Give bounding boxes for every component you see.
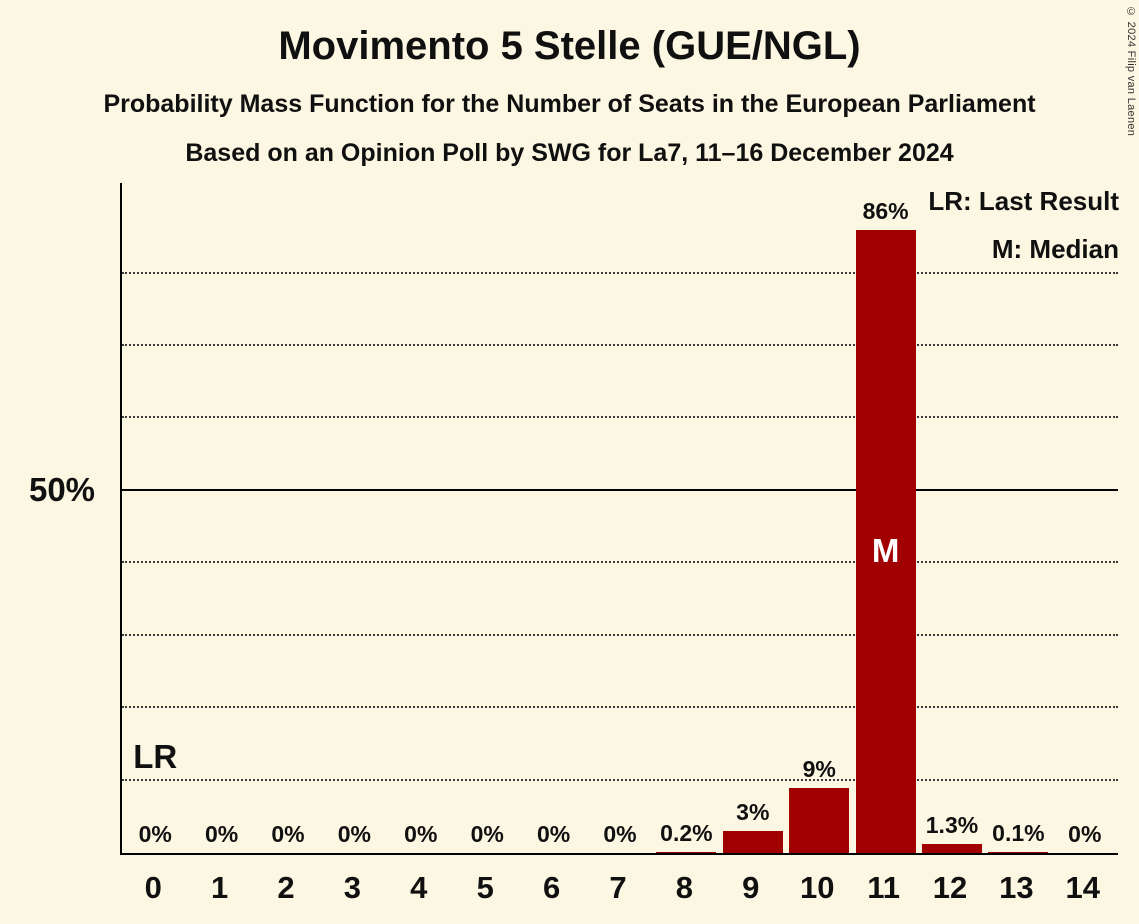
x-tick-3: 3 <box>343 870 361 905</box>
gridline-10pct <box>122 778 1118 781</box>
x-tick-10: 10 <box>799 870 835 905</box>
x-tick-7: 7 <box>609 870 627 905</box>
x-tick-0: 0 <box>144 870 162 905</box>
chart-subtitle: Probability Mass Function for the Number… <box>103 90 1036 118</box>
chart-title: Movimento 5 Stelle (GUE/NGL) <box>278 24 861 68</box>
gridline-30pct <box>122 633 1118 636</box>
bar-value-label-seats-13: 0.1% <box>992 820 1045 847</box>
gridline-20pct <box>122 706 1118 709</box>
legend-median: M: Median <box>991 234 1119 264</box>
gridline-80pct <box>122 271 1118 274</box>
bar-value-label-seats-6: 0% <box>536 821 571 847</box>
bar-seats-10 <box>789 787 850 853</box>
last-result-marker: LR <box>133 737 178 775</box>
bar-value-label-seats-12: 1.3% <box>925 811 979 838</box>
bar-value-label-seats-7: 0% <box>603 821 637 847</box>
bar-seats-13 <box>988 852 1049 853</box>
bar-value-label-seats-4: 0% <box>404 821 438 847</box>
x-tick-12: 12 <box>932 870 968 905</box>
gridline-50pct <box>122 488 1118 491</box>
x-tick-9: 9 <box>742 870 760 905</box>
bar-value-label-seats-3: 0% <box>337 821 371 847</box>
x-tick-1: 1 <box>210 870 229 905</box>
bar-value-label-seats-9: 3% <box>736 799 770 826</box>
bar-value-label-seats-11: 86% <box>862 198 909 225</box>
chart-subtitle-poll: Based on an Opinion Poll by SWG for La7,… <box>185 139 954 167</box>
y-axis-tick-50: 50% <box>28 471 96 508</box>
gridline-70pct <box>122 343 1118 346</box>
bar-seats-12 <box>922 843 982 853</box>
bar-value-label-seats-10: 9% <box>802 755 836 782</box>
x-tick-11: 11 <box>867 870 900 905</box>
plot-area: 0% 0% 0% 0% 0% 0% 0% 0% 0.2% 3% 9% 86% 1.3% 0.1% 0% M LR <box>120 183 1118 855</box>
x-tick-8: 8 <box>675 870 693 905</box>
bar-seats-11 <box>855 230 916 853</box>
x-tick-13: 13 <box>999 870 1034 905</box>
gridline-40pct <box>122 561 1118 564</box>
x-tick-2: 2 <box>277 870 295 905</box>
median-marker: M <box>871 532 900 569</box>
x-axis-labels: 0 1 2 3 4 5 6 7 8 9 10 11 12 13 14 <box>120 870 1116 914</box>
bar-value-label-seats-2: 0% <box>271 821 305 847</box>
x-tick-14: 14 <box>1065 870 1101 905</box>
gridline-60pct <box>122 416 1118 419</box>
legend-last-result: LR: Last Result <box>928 186 1119 216</box>
bar-value-label-seats-14: 0% <box>1068 821 1102 847</box>
x-tick-4: 4 <box>410 870 428 905</box>
x-tick-6: 6 <box>542 870 561 905</box>
bar-value-label-seats-1: 0% <box>204 821 239 847</box>
copyright-text: © 2024 Filip van Laenen <box>1125 6 1137 137</box>
bar-seats-8 <box>656 851 717 853</box>
bar-value-label-seats-8: 0.2% <box>660 819 713 846</box>
x-tick-5: 5 <box>476 870 494 905</box>
bar-value-label-seats-0: 0% <box>138 821 172 847</box>
bar-value-label-seats-5: 0% <box>470 821 504 847</box>
bar-seats-9 <box>722 831 783 853</box>
